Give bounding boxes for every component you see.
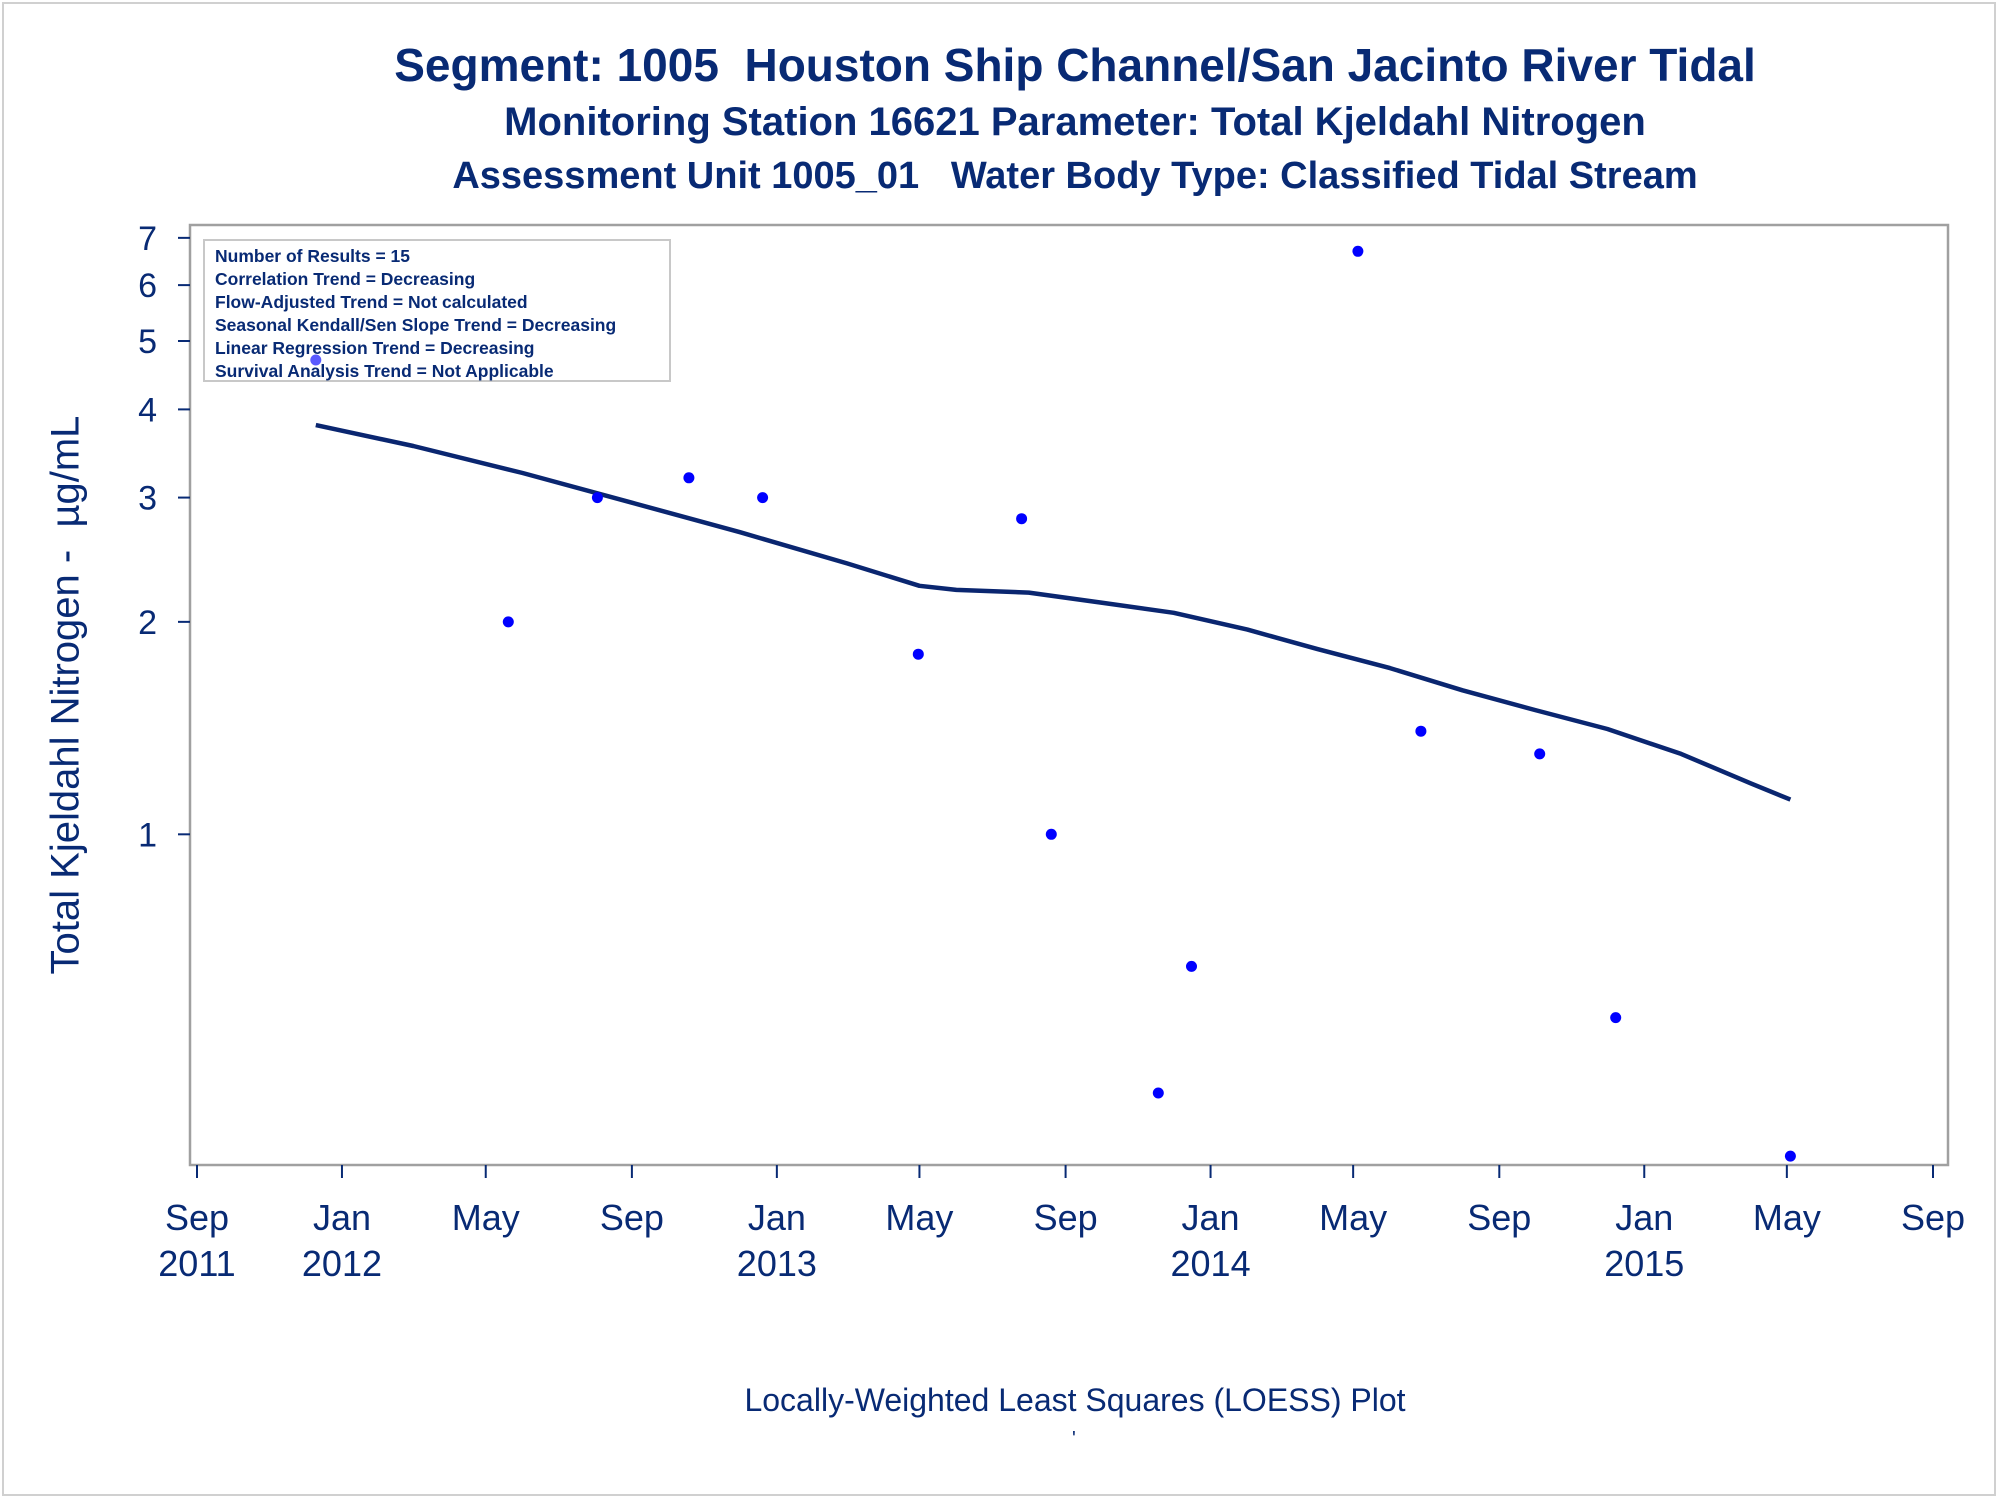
y-tick-label: 2 bbox=[138, 604, 157, 642]
plot-footnote: Locally-Weighted Least Squares (LOESS) P… bbox=[744, 1382, 1406, 1418]
data-point bbox=[1152, 1087, 1164, 1099]
x-tick-label: Sep bbox=[1467, 1197, 1531, 1238]
x-tick-label: Sep bbox=[1901, 1197, 1965, 1238]
x-tick-label: May bbox=[452, 1197, 520, 1238]
data-point bbox=[683, 472, 695, 484]
x-axis: Sep 2011 Jan 2012 May Sep Jan 2013 May Sep Jan 2014… bbox=[158, 1165, 1965, 1284]
data-point bbox=[502, 616, 514, 628]
data-point bbox=[1186, 960, 1197, 972]
data-point bbox=[1534, 748, 1546, 760]
loess-line bbox=[315, 422, 1792, 802]
stat-correlation-trend: Correlation Trend = Decreasing bbox=[215, 269, 476, 289]
chart-subtitle-2: Assessment Unit 1005_01 Water Body Type:… bbox=[452, 155, 1698, 197]
x-tick-label: Sep bbox=[165, 1197, 229, 1238]
data-point bbox=[1045, 828, 1057, 840]
stat-seasonal-kendall-trend: Seasonal Kendall/Sen Slope Trend = Decre… bbox=[215, 315, 617, 335]
y-axis: 1 2 3 4 5 6 7 bbox=[138, 220, 190, 854]
x-tick-label-year: 2014 bbox=[1171, 1243, 1251, 1284]
x-tick-label-year: 2012 bbox=[302, 1243, 382, 1284]
data-point bbox=[1784, 1150, 1796, 1162]
x-tick-label: Jan bbox=[313, 1197, 371, 1238]
trend-stats-box: Number of Results = 15 Correlation Trend… bbox=[203, 239, 671, 382]
y-tick-label: 4 bbox=[138, 391, 157, 429]
stat-survival-analysis-trend: Survival Analysis Trend = Not Applicable bbox=[215, 361, 554, 381]
data-series bbox=[310, 245, 1796, 1162]
chart-title: Segment: 1005 Houston Ship Channel/San J… bbox=[394, 39, 1756, 91]
y-tick-label: 3 bbox=[138, 480, 157, 518]
y-tick-label: 7 bbox=[138, 220, 157, 258]
y-tick-label: 6 bbox=[138, 267, 157, 305]
y-tick-label: 1 bbox=[138, 816, 157, 854]
stat-flow-adjusted-trend: Flow-Adjusted Trend = Not calculated bbox=[215, 292, 528, 312]
data-point bbox=[591, 492, 603, 504]
data-point bbox=[1352, 245, 1364, 257]
data-point bbox=[1415, 725, 1427, 737]
plot-area bbox=[188, 223, 1950, 1167]
x-tick-label: Jan bbox=[1182, 1197, 1240, 1238]
stat-number-of-results: Number of Results = 15 bbox=[215, 246, 410, 266]
x-tick-label: May bbox=[1319, 1197, 1387, 1238]
data-point bbox=[757, 492, 769, 504]
x-tick-label: Sep bbox=[600, 1197, 664, 1238]
x-tick-label: May bbox=[1753, 1197, 1821, 1238]
x-tick-label-year: 2013 bbox=[737, 1243, 817, 1284]
data-point bbox=[310, 354, 322, 366]
data-point bbox=[912, 648, 924, 660]
stat-linear-regression-trend: Linear Regression Trend = Decreasing bbox=[215, 338, 535, 358]
x-tick-label: Sep bbox=[1034, 1197, 1098, 1238]
x-tick-label: Jan bbox=[748, 1197, 806, 1238]
x-tick-label: May bbox=[885, 1197, 953, 1238]
x-tick-label-year: 2011 bbox=[158, 1243, 235, 1284]
data-point bbox=[1016, 513, 1028, 525]
data-point bbox=[1610, 1012, 1622, 1024]
chart-subtitle: Monitoring Station 16621 Parameter: Tota… bbox=[504, 100, 1646, 144]
x-tick-label: Jan bbox=[1615, 1197, 1673, 1238]
footnote-mark: ' bbox=[1072, 1428, 1076, 1450]
x-tick-label-year: 2015 bbox=[1604, 1243, 1684, 1284]
y-tick-label: 5 bbox=[138, 323, 157, 361]
